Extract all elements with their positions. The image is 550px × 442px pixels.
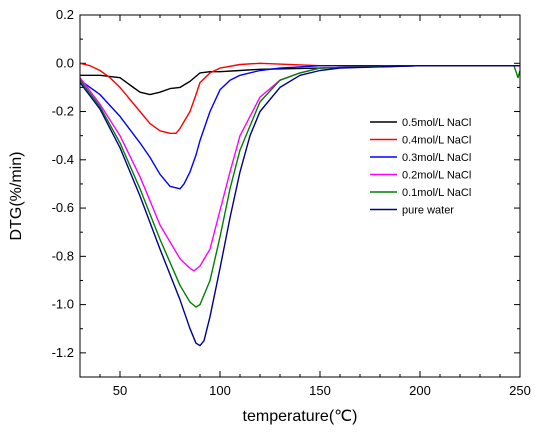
series-line-6 xyxy=(79,64,520,347)
legend-label: 0.4mol/L NaCl xyxy=(402,135,471,147)
y-tick-label: 0.0 xyxy=(56,55,74,70)
series-line-1 xyxy=(80,64,520,96)
x-tick-label: 100 xyxy=(209,383,231,398)
y-tick-label: -1.0 xyxy=(52,297,74,312)
series-line-4 xyxy=(79,64,520,272)
legend-label: pure water xyxy=(402,205,454,217)
legend: 0.5mol/L NaCl 0.4mol/L NaCl 0.3mol/L NaCl 0… xyxy=(370,117,471,217)
legend-label: 0.5mol/L NaCl xyxy=(402,117,471,129)
plot-frame xyxy=(79,14,521,378)
series-lines xyxy=(79,62,521,347)
y-tick-label: -0.6 xyxy=(52,200,74,215)
y-tick-label: -1.2 xyxy=(52,345,74,360)
y-tick-label: -0.8 xyxy=(52,248,74,263)
y-tick-label: -0.4 xyxy=(52,152,74,167)
legend-label: 0.2mol/L NaCl xyxy=(402,170,471,182)
y-tick-label: 0.2 xyxy=(56,7,74,22)
legend-label: 0.1mol/L NaCl xyxy=(402,187,471,199)
y-tick-label: -0.2 xyxy=(52,104,74,119)
x-tick-label: 200 xyxy=(409,383,431,398)
x-tick-label: 250 xyxy=(509,383,531,398)
series-line-3 xyxy=(79,64,520,190)
legend-label: 0.3mol/L NaCl xyxy=(402,152,471,164)
x-tick-label: 50 xyxy=(113,383,127,398)
axis-ticks: 50 100 150 200 250 -1.2 -1.0 -0.8 -0.6 -0.4 -0.2 0.… xyxy=(52,7,531,398)
series-line-2 xyxy=(79,62,520,135)
x-tick-label: 150 xyxy=(309,383,331,398)
x-axis-title: temperature(℃) xyxy=(243,408,358,425)
y-axis-title: DTG(%/min) xyxy=(8,152,25,241)
